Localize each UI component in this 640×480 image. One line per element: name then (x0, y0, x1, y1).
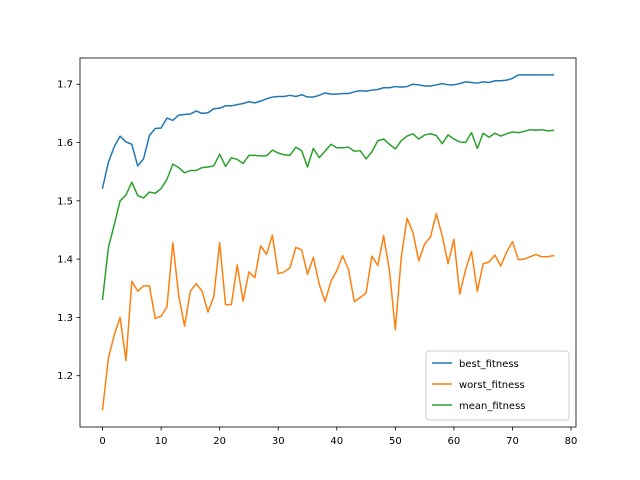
x-tick-label: 10 (155, 436, 168, 447)
plot-frame (79, 57, 577, 428)
y-tick-label: 1.5 (57, 196, 73, 207)
y-tick-label: 1.3 (57, 313, 73, 324)
legend-box (425, 350, 570, 421)
y-tick-label: 1.2 (57, 371, 73, 382)
legend: best_fitness worst_fitness mean_fitness (425, 350, 570, 421)
x-tick-label: 80 (565, 436, 578, 447)
series-line-best-fitness (101, 74, 555, 189)
y-axis: 1.2 1.3 1.4 1.5 1.6 1.7 (57, 80, 80, 382)
y-tick-label: 1.7 (57, 80, 73, 91)
x-tick-label: 60 (448, 436, 461, 447)
legend-label: worst_fitness (459, 380, 525, 391)
series-line-mean-fitness (101, 128, 555, 301)
x-tick-label: 50 (389, 436, 402, 447)
legend-label: best_fitness (459, 359, 519, 370)
x-tick-label: 30 (272, 436, 285, 447)
series-layer (101, 74, 555, 411)
y-tick-label: 1.4 (57, 255, 73, 266)
x-tick-label: 0 (99, 436, 105, 447)
x-tick-label: 40 (330, 436, 343, 447)
x-tick-label: 70 (506, 436, 519, 447)
x-axis: 0 10 20 30 40 50 60 70 80 (99, 427, 577, 447)
x-tick-label: 20 (213, 436, 226, 447)
legend-label: mean_fitness (459, 401, 526, 412)
y-tick-label: 1.6 (57, 138, 73, 149)
series-line-worst-fitness (101, 212, 555, 411)
